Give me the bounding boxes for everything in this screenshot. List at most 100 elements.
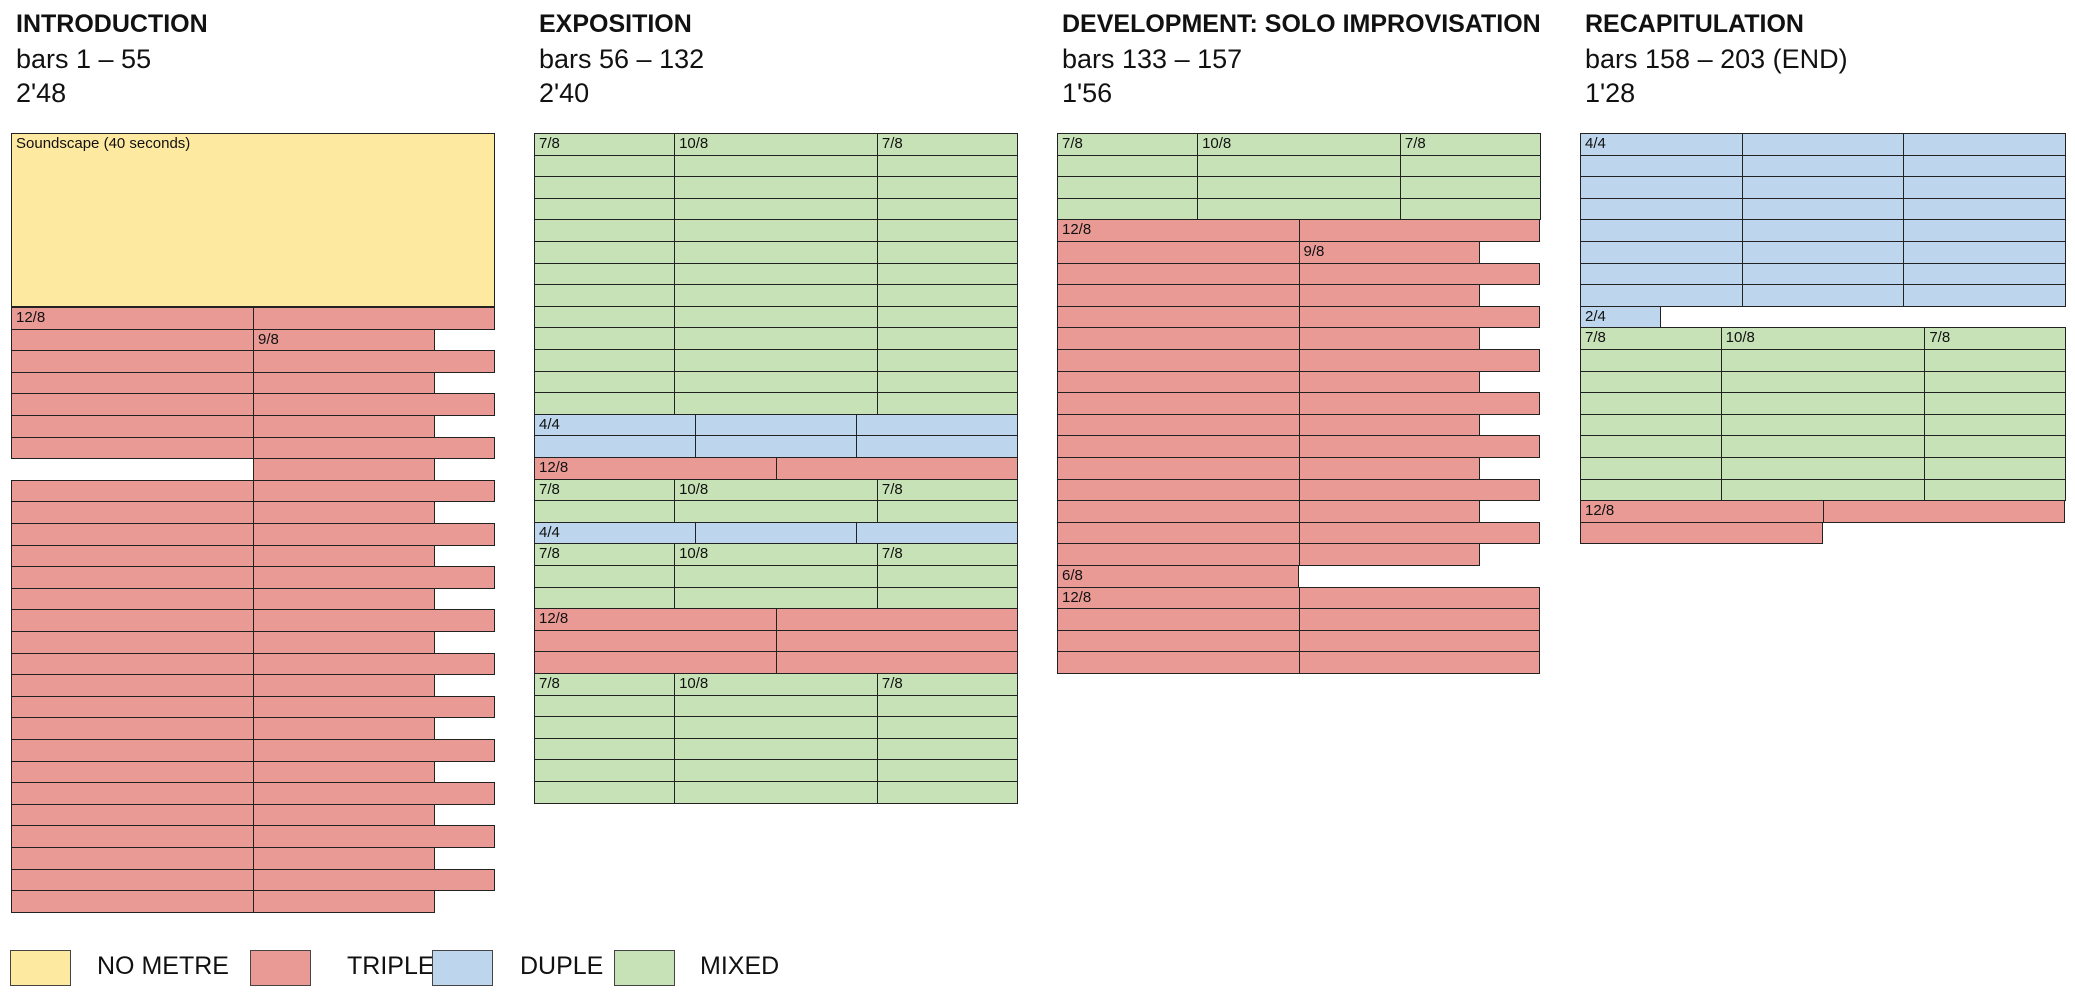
bar-cell bbox=[1057, 543, 1300, 566]
metre-label: 2/4 bbox=[1585, 307, 1606, 325]
bar-cell bbox=[1903, 241, 2066, 264]
bar-cell bbox=[1924, 457, 2066, 480]
bar-cell bbox=[674, 349, 878, 372]
bar-cell bbox=[534, 154, 676, 178]
metre-label: 12/8 bbox=[539, 610, 569, 628]
bar-cell bbox=[1580, 154, 1743, 178]
bar-cell: 7/8 bbox=[1924, 327, 2066, 350]
bar-cell bbox=[1580, 413, 1722, 437]
bar-cell bbox=[856, 435, 1018, 458]
bar-cell bbox=[11, 587, 254, 611]
metre-label: 7/8 bbox=[881, 135, 903, 152]
bar-cell bbox=[674, 154, 878, 178]
bar-cell bbox=[876, 349, 1018, 372]
bar-cell bbox=[876, 197, 1018, 221]
bar-cell bbox=[1741, 262, 1905, 286]
bar-cell: 12/8 bbox=[11, 307, 254, 330]
bar-cell: 12/8 bbox=[1057, 219, 1300, 242]
bar-cell bbox=[1741, 154, 1905, 178]
bar-cell: 7/8 bbox=[876, 673, 1018, 696]
bar-cell bbox=[1822, 500, 2065, 523]
bar-cell bbox=[534, 737, 676, 761]
bar-cell bbox=[253, 523, 495, 546]
bar-cell bbox=[1580, 521, 1823, 545]
bar-cell bbox=[1741, 219, 1905, 242]
bar-cell bbox=[253, 760, 435, 784]
bar-cell bbox=[674, 197, 878, 221]
bar-cell bbox=[674, 370, 878, 394]
bar-cell bbox=[674, 305, 878, 329]
metre-label: 10/8 bbox=[1725, 329, 1755, 347]
bar-cell bbox=[534, 219, 676, 242]
bar-cell bbox=[253, 436, 495, 460]
bar-cell bbox=[534, 349, 676, 372]
bar-cell bbox=[11, 523, 254, 546]
bar-cell: 9/8 bbox=[253, 328, 435, 352]
metre-label: 12/8 bbox=[1585, 502, 1615, 520]
metre-label: 12/8 bbox=[1062, 221, 1092, 239]
bar-cell bbox=[11, 652, 254, 676]
bar-cell bbox=[1298, 478, 1540, 502]
section-title: DEVELOPMENT: SOLO IMPROVISATION bbox=[1062, 10, 1541, 38]
bar-cell bbox=[1720, 370, 1926, 394]
bar-cell bbox=[1057, 262, 1300, 286]
bar-cell bbox=[11, 803, 254, 827]
bar-cell bbox=[1924, 435, 2066, 458]
bar-cell bbox=[876, 586, 1018, 610]
bar-cell: 7/8 bbox=[876, 478, 1018, 502]
bar-cell bbox=[11, 674, 254, 697]
bar-cell bbox=[876, 241, 1018, 264]
bar-cell bbox=[253, 307, 495, 330]
bar-cell bbox=[253, 587, 435, 611]
metre-label: 7/8 bbox=[539, 135, 560, 152]
bar-cell bbox=[1720, 435, 1926, 458]
bar-cell bbox=[1197, 176, 1401, 199]
bar-cell bbox=[534, 262, 676, 286]
section-duration: 1'28 bbox=[1585, 78, 1636, 108]
bar-cell bbox=[1298, 262, 1540, 286]
bar-cell bbox=[876, 500, 1018, 523]
metre-label: 9/8 bbox=[1303, 243, 1325, 260]
bar-cell bbox=[1057, 370, 1300, 394]
bar-cell bbox=[534, 435, 696, 458]
bar-cell: 7/8 bbox=[534, 478, 676, 502]
bar-cell bbox=[253, 739, 495, 762]
bar-cell bbox=[253, 674, 435, 697]
bar-cell bbox=[1197, 197, 1401, 221]
metre-label: 7/8 bbox=[1585, 329, 1606, 347]
bar-cell bbox=[11, 847, 254, 870]
bar-cell bbox=[1580, 349, 1722, 372]
metre-label: 12/8 bbox=[1062, 588, 1092, 606]
metre-label: 10/8 bbox=[679, 675, 709, 692]
bar-cell bbox=[1298, 435, 1540, 458]
bar-cell bbox=[253, 652, 495, 676]
bar-cell bbox=[253, 695, 495, 719]
bar-cell bbox=[1057, 241, 1300, 264]
bar-cell bbox=[534, 176, 676, 199]
bar-cell bbox=[253, 566, 495, 589]
bar-cell bbox=[1720, 413, 1926, 437]
bar-cell bbox=[1298, 457, 1480, 480]
bar-cell bbox=[674, 262, 878, 286]
bar-cell bbox=[534, 327, 676, 350]
metre-label: 7/8 bbox=[881, 675, 903, 692]
bar-cell: 7/8 bbox=[876, 133, 1018, 156]
section-title: INTRODUCTION bbox=[16, 10, 208, 38]
bar-cell: 7/8 bbox=[1057, 133, 1199, 156]
bar-cell bbox=[1720, 478, 1926, 502]
metre-label: 7/8 bbox=[1404, 135, 1426, 152]
bar-cell: 10/8 bbox=[674, 133, 878, 156]
bar-cell bbox=[1298, 413, 1480, 437]
bar-cell bbox=[1924, 392, 2066, 415]
bar-cell bbox=[775, 608, 1018, 631]
metre-label: 9/8 bbox=[258, 330, 279, 348]
bar-cell bbox=[1298, 392, 1540, 415]
bar-cell bbox=[534, 694, 676, 718]
bar-cell bbox=[1580, 241, 1743, 264]
metre-label: 7/8 bbox=[539, 675, 560, 692]
bar-cell bbox=[11, 328, 254, 352]
bar-cell bbox=[253, 371, 435, 395]
bar-cell bbox=[534, 284, 676, 307]
section-bar-range: bars 1 – 55 bbox=[16, 44, 152, 74]
soundscape-label: Soundscape (40 seconds) bbox=[16, 135, 191, 152]
